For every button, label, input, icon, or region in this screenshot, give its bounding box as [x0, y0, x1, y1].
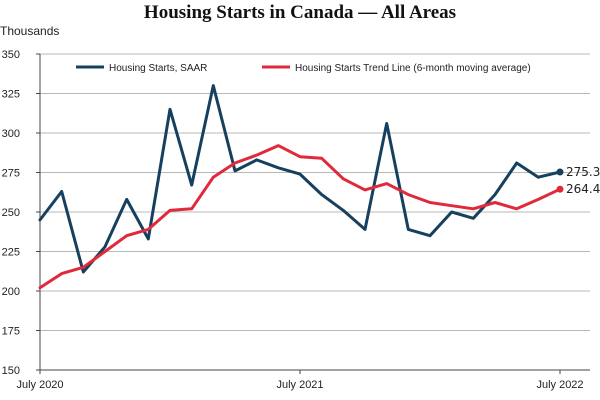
axes [36, 53, 590, 374]
y-tick-label: 250 [2, 207, 20, 219]
x-tick-label: July 2021 [276, 379, 323, 391]
legend-label: Housing Starts Trend Line (6-month movin… [295, 63, 531, 74]
series-line-housing-starts [38, 84, 562, 274]
x-tick-labels: July 2020 July 2021 July 2022 [16, 379, 583, 391]
y-tick-label: 150 [2, 365, 20, 377]
series-lines [38, 84, 562, 290]
end-labels: 275.329 264.426 [556, 165, 600, 196]
x-tick-label: July 2022 [536, 379, 583, 391]
y-tick-label: 325 [2, 89, 20, 101]
y-tick-label: 200 [2, 286, 20, 298]
end-point-marker [556, 168, 564, 176]
y-tick-label: 300 [2, 128, 20, 140]
y-tick-labels: 150 175 200 225 250 275 300 325 350 [2, 49, 20, 377]
y-axis-label: Thousands [0, 24, 60, 38]
end-value-label: 264.426 [566, 182, 600, 196]
x-tick-label: July 2020 [16, 379, 63, 391]
y-tick-label: 275 [2, 168, 20, 180]
legend-label: Housing Starts, SAAR [109, 63, 207, 74]
chart-title: Housing Starts in Canada — All Areas [143, 2, 457, 23]
legend: Housing Starts, SAAR Housing Starts Trend… [76, 63, 531, 74]
series-line-trend-line [38, 144, 562, 290]
y-tick-label: 350 [2, 49, 20, 61]
end-value-label: 275.329 [566, 165, 600, 179]
end-point-marker [556, 185, 564, 193]
y-tick-label: 225 [2, 247, 20, 259]
y-tick-label: 175 [2, 326, 20, 338]
